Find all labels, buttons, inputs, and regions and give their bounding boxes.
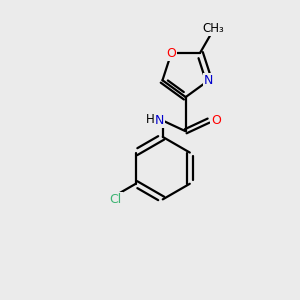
Text: H: H [146,112,155,126]
Text: O: O [211,114,221,127]
Text: O: O [167,46,176,59]
Text: CH₃: CH₃ [202,22,224,35]
Text: Cl: Cl [110,193,122,206]
Text: N: N [204,74,214,87]
Text: N: N [155,114,164,127]
